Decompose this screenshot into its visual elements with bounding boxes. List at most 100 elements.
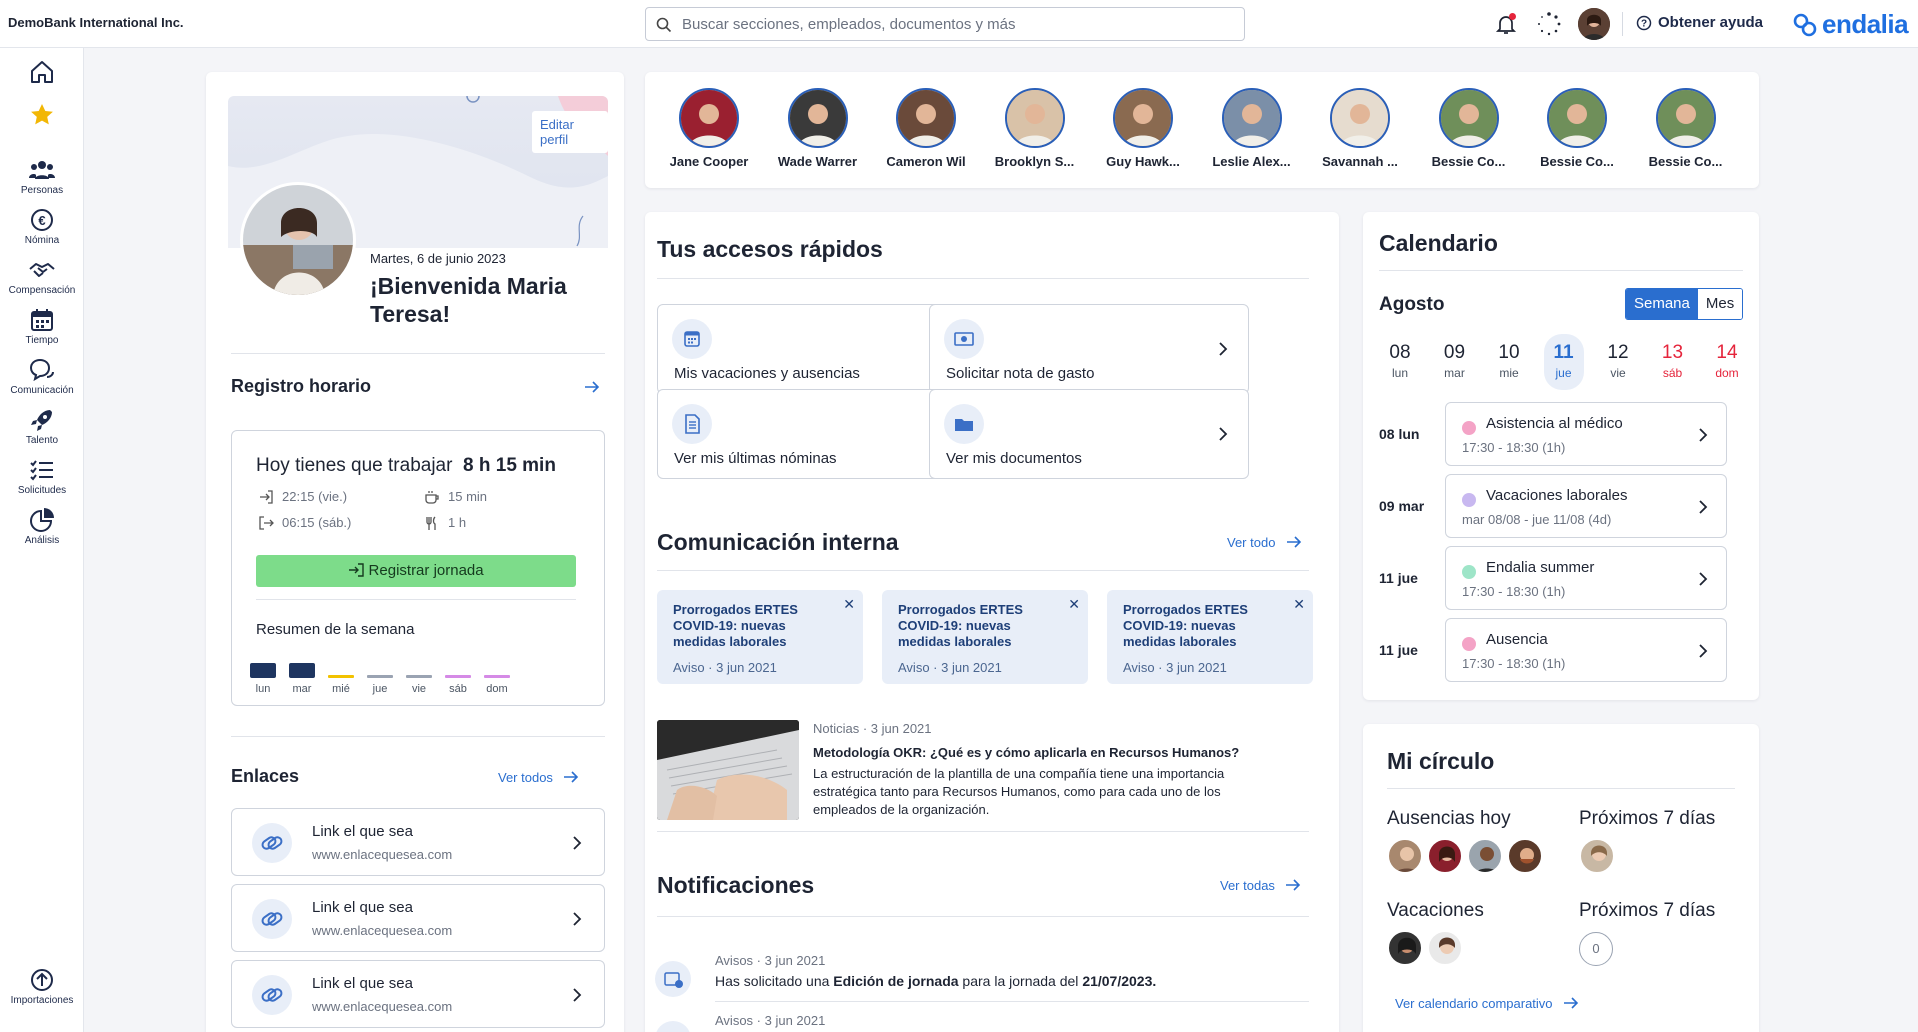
event-day-label: 11 jue — [1379, 642, 1418, 658]
arrow-right-icon — [1286, 879, 1301, 891]
news-title[interactable]: Metodología OKR: ¿Qué es y cómo aplicarl… — [813, 745, 1240, 760]
person-name: Brooklyn S... — [994, 154, 1075, 169]
sidebar-item-personas[interactable]: Personas — [0, 156, 84, 196]
view-month-button[interactable]: Mes — [1697, 289, 1743, 319]
calendar-day-number: 10 — [1498, 342, 1520, 363]
center-card: Tus accesos rápidos Mis vacaciones y aus… — [645, 212, 1339, 1032]
notification-meta: Avisos · 3 jun 2021 — [715, 953, 826, 968]
arrow-right-icon — [1286, 536, 1302, 548]
person-item[interactable]: Bessie Co... — [1634, 88, 1738, 169]
absence-avatar[interactable] — [1427, 838, 1463, 874]
internal-comm-item[interactable]: Prorrogados ERTES COVID-19: nuevas medid… — [657, 590, 863, 684]
link-card[interactable]: Link el que sea www.enlacequesea.com — [231, 960, 605, 1028]
sidebar-item-home[interactable] — [0, 58, 84, 86]
internal-comm-item[interactable]: Prorrogados ERTES COVID-19: nuevas medid… — [882, 590, 1088, 684]
calendar-day-number: 08 — [1389, 342, 1411, 363]
links-title: Enlaces — [231, 766, 300, 786]
sidebar-item-analisis[interactable]: Análisis — [0, 506, 84, 546]
user-avatar[interactable] — [1578, 8, 1610, 40]
quick-access-item[interactable]: Ver mis documentos — [929, 389, 1249, 479]
absence-avatar[interactable] — [1387, 838, 1423, 874]
calendar-day[interactable]: 11 jue — [1543, 334, 1584, 390]
person-avatar — [1330, 88, 1390, 148]
calendar-event[interactable]: Ausencia 17:30 - 18:30 (1h) — [1445, 618, 1727, 682]
quick-access-item[interactable]: Solicitar nota de gasto — [929, 304, 1249, 394]
timesheet-arrow-icon[interactable] — [584, 380, 600, 394]
absence-avatar[interactable] — [1467, 838, 1503, 874]
view-week-button[interactable]: Semana — [1626, 289, 1698, 319]
person-item[interactable]: Jane Cooper — [657, 88, 761, 169]
chevron-right-icon — [1219, 342, 1228, 356]
notification-dot — [1509, 13, 1516, 20]
sidebar-item-tiempo[interactable]: Tiempo — [0, 306, 84, 346]
calendar-event[interactable]: Vacaciones laborales mar 08/08 - jue 11/0… — [1445, 474, 1727, 538]
calendar-day[interactable]: 09 mar — [1430, 342, 1480, 380]
close-icon[interactable]: ✕ — [843, 596, 855, 612]
close-icon[interactable]: ✕ — [1068, 596, 1080, 612]
sidebar-item-nomina[interactable]: € Nómina — [0, 206, 84, 246]
link-url: www.enlacequesea.com — [312, 923, 453, 938]
timesheet-title: Registro horario — [231, 376, 372, 396]
internal-comm-item[interactable]: Prorrogados ERTES COVID-19: nuevas medid… — [1107, 590, 1313, 684]
person-item[interactable]: Cameron Wil — [874, 88, 978, 169]
upcoming-absence-avatar[interactable] — [1579, 838, 1615, 874]
person-avatar — [1655, 88, 1716, 148]
internal-comm-see-all[interactable]: Ver todo — [1227, 534, 1302, 552]
sidebar-item-solicitudes[interactable]: Solicitudes — [0, 456, 84, 496]
vacation-avatar[interactable] — [1387, 930, 1423, 966]
sidebar-item-comunicacion[interactable]: Comunicación — [0, 356, 84, 396]
notifications-bell-icon[interactable] — [1494, 12, 1518, 36]
close-icon[interactable]: ✕ — [1293, 596, 1305, 612]
person-item[interactable]: Bessie Co... — [1525, 88, 1629, 169]
search-box[interactable] — [645, 7, 1245, 41]
links-see-all[interactable]: Ver todos — [498, 769, 579, 787]
sidebar-item-talento[interactable]: Talento — [0, 406, 84, 446]
edit-profile-button[interactable]: Editar perfil — [532, 111, 608, 153]
person-avatar — [896, 88, 956, 148]
quick-access-title: Tus accesos rápidos — [657, 236, 883, 262]
person-item[interactable]: Brooklyn S... — [983, 88, 1087, 169]
sidebar-item-importaciones[interactable]: Importaciones — [0, 966, 84, 1006]
person-item[interactable]: Savannah ... — [1308, 88, 1412, 169]
notifications-title: Notificaciones — [657, 872, 815, 898]
calendar-event[interactable]: Asistencia al médico 17:30 - 18:30 (1h) — [1445, 402, 1727, 466]
calendar-view-toggle: Semana Mes — [1625, 288, 1744, 320]
endalia-logo[interactable]: endalia — [1792, 9, 1909, 40]
list-check-icon — [30, 460, 53, 481]
calendar-day[interactable]: 14 dom — [1702, 342, 1752, 380]
link-card[interactable]: Link el que sea www.enlacequesea.com — [231, 808, 605, 876]
calendar-day[interactable]: 13 sáb — [1648, 342, 1698, 380]
absence-avatar[interactable] — [1507, 838, 1543, 874]
person-item[interactable]: Leslie Alex... — [1200, 88, 1304, 169]
notifications-see-all[interactable]: Ver todas — [1220, 877, 1301, 895]
help-button[interactable]: ? Obtener ayuda — [1636, 14, 1763, 31]
sidebar-item-favorites[interactable] — [0, 101, 84, 129]
search-input[interactable] — [682, 14, 1232, 34]
internal-comm-meta: Aviso · 3 jun 2021 — [898, 660, 1002, 675]
event-day-label: 11 jue — [1379, 570, 1418, 586]
person-name: Savannah ... — [1322, 154, 1398, 169]
person-item[interactable]: Wade Warrer — [766, 88, 870, 169]
person-item[interactable]: Guy Hawk... — [1091, 88, 1195, 169]
sidebar-label-personas: Personas — [20, 185, 64, 196]
compare-calendar-link[interactable]: Ver calendario comparativo — [1395, 995, 1579, 1013]
help-label: Obtener ayuda — [1658, 14, 1764, 31]
event-time: mar 08/08 - jue 11/08 (4d) — [1462, 512, 1612, 527]
notification-text-part: para la jornada del — [958, 973, 1083, 989]
calendar-day[interactable]: 08 lun — [1375, 342, 1425, 380]
chevron-right-icon — [1699, 428, 1708, 442]
register-shift-label: Registrar jornada — [368, 562, 484, 579]
calendar-day[interactable]: 10 mie — [1484, 342, 1534, 380]
vacation-avatar[interactable] — [1427, 930, 1463, 966]
register-shift-button[interactable]: Registrar jornada — [256, 555, 576, 587]
quick-access-item[interactable]: Ver mis últimas nóminas — [657, 389, 977, 479]
person-item[interactable]: Bessie Co... — [1417, 88, 1521, 169]
calendar-day[interactable]: 12 vie — [1593, 342, 1643, 380]
company-name[interactable]: DemoBank International Inc. — [8, 15, 184, 30]
sidebar-item-compensacion[interactable]: Compensación — [0, 256, 84, 296]
news-image[interactable] — [657, 720, 799, 820]
calendar-event[interactable]: Endalia summer 17:30 - 18:30 (1h) — [1445, 546, 1727, 610]
link-card[interactable]: Link el que sea www.enlacequesea.com — [231, 884, 605, 952]
